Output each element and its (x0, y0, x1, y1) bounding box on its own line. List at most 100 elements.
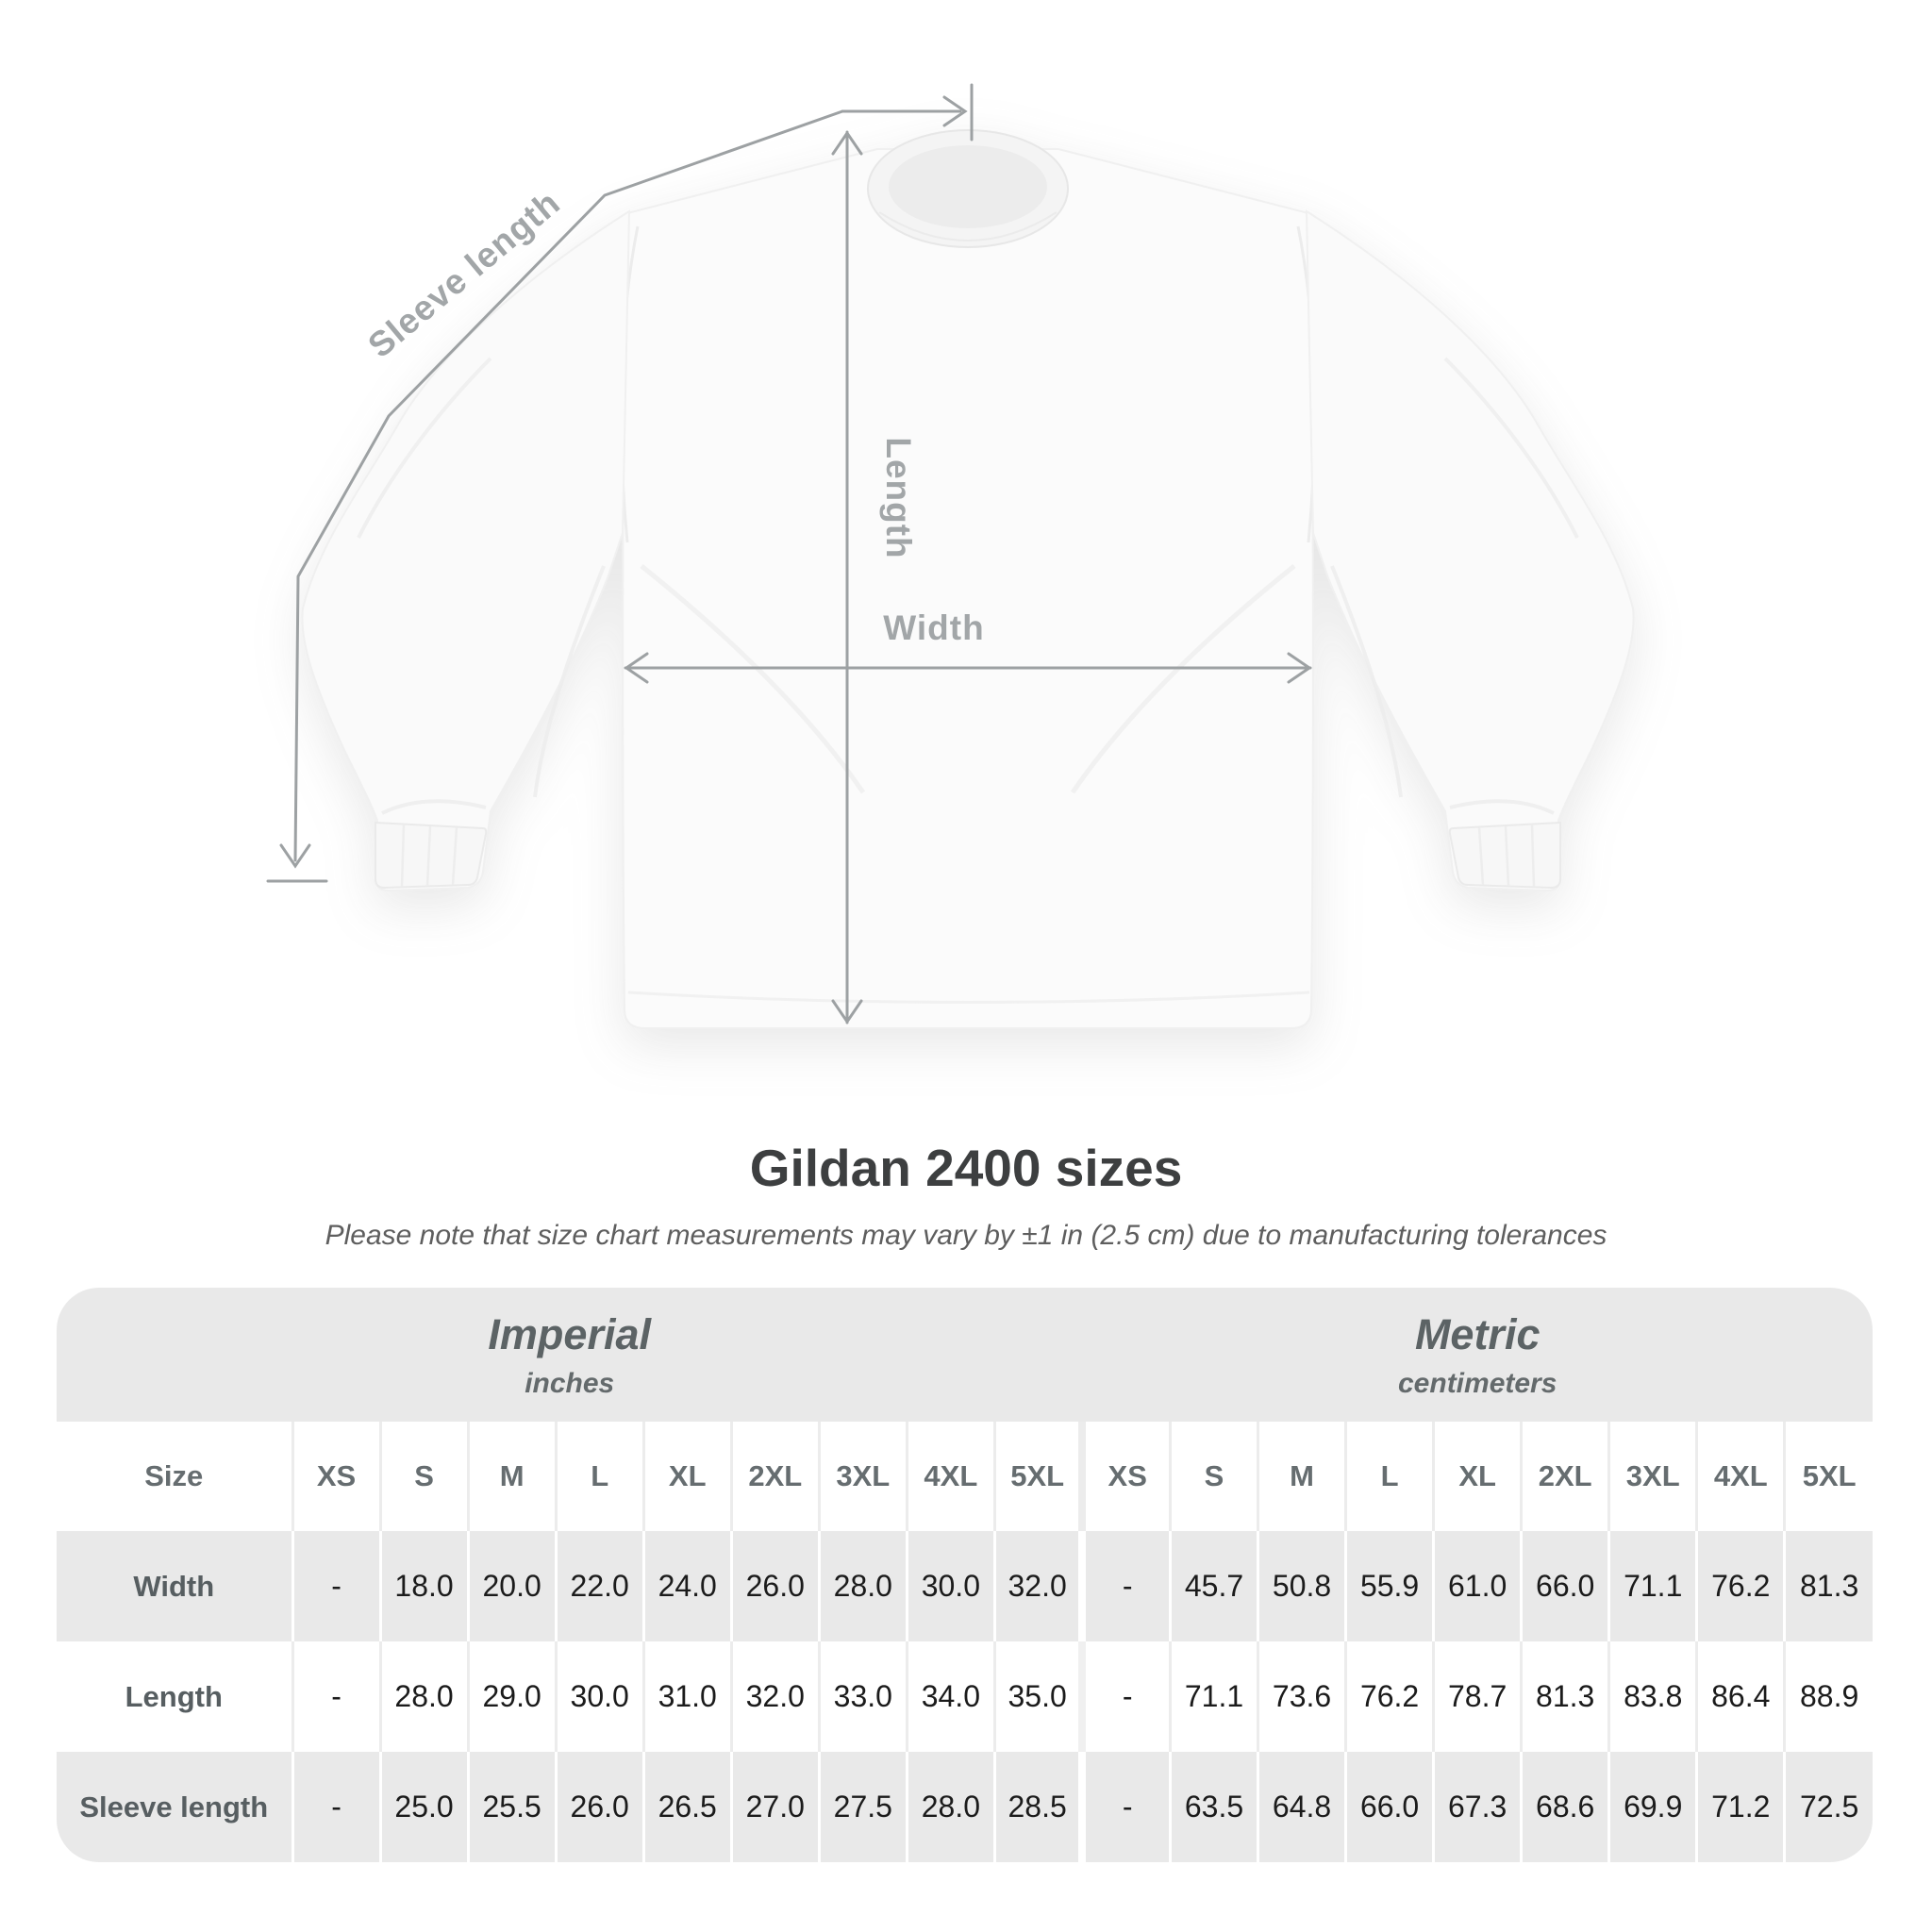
measurement-value: 28.0 (378, 1641, 469, 1752)
length-measure (831, 130, 863, 1024)
size-col-header: 3XL (817, 1422, 908, 1531)
measurement-value: 88.9 (1783, 1641, 1873, 1752)
measurement-value: 71.1 (1607, 1531, 1697, 1641)
size-col-header: 5XL (1783, 1422, 1873, 1531)
measurement-value: 25.0 (378, 1752, 469, 1862)
shirt-right-sleeve (1305, 209, 1635, 892)
measurement-value: 86.4 (1695, 1641, 1785, 1752)
collar (867, 129, 1069, 248)
length-label: Length (879, 437, 918, 558)
size-table-body: Width -18.0 20.0 22.0 24.0 26.0 28.0 30.0 32.0-4… (57, 1531, 1873, 1862)
measurement-value: - (291, 1752, 381, 1862)
size-col-header: XL (1432, 1422, 1522, 1531)
size-col-header: S (378, 1422, 469, 1531)
unit-header-row: Imperial inches Metric centimeters (57, 1288, 1873, 1422)
measurement-value: 55.9 (1344, 1531, 1434, 1641)
measurement-value: 72.5 (1783, 1752, 1873, 1862)
size-col-header: 3XL (1607, 1422, 1697, 1531)
size-col-header: 2XL (1520, 1422, 1609, 1531)
sleeve-fold-lines (357, 357, 1579, 815)
measurement-value: 68.6 (1520, 1752, 1609, 1862)
row-label: Length (57, 1641, 292, 1752)
measurement-value: 63.5 (1168, 1752, 1258, 1862)
measurement-row: Length -28.0 29.0 30.0 31.0 32.0 33.0 34.0 35.0-… (57, 1641, 1873, 1752)
size-col-header: M (1257, 1422, 1346, 1531)
measurement-value: 35.0 (992, 1641, 1083, 1752)
measurement-value: 32.0 (729, 1641, 820, 1752)
measurement-value: 33.0 (817, 1641, 908, 1752)
measurement-row: Width -18.0 20.0 22.0 24.0 26.0 28.0 30.0 32.0-4… (57, 1531, 1873, 1641)
size-col-header: M (466, 1422, 557, 1531)
shirt-body (622, 148, 1314, 1029)
metric-units: centimeters (1398, 1367, 1557, 1399)
measurement-value: 26.5 (641, 1752, 732, 1862)
measurement-value: - (1078, 1531, 1171, 1641)
measurement-value: 69.9 (1607, 1752, 1697, 1862)
shirt-left-sleeve (301, 209, 631, 892)
measurement-value: 45.7 (1168, 1531, 1258, 1641)
size-col-header: 2XL (729, 1422, 820, 1531)
measurement-value: 83.8 (1607, 1641, 1697, 1752)
measurement-value: 67.3 (1432, 1752, 1522, 1862)
size-col-header: S (1168, 1422, 1258, 1531)
measurement-value: 34.0 (905, 1641, 995, 1752)
measurement-row: Sleeve length -25.0 25.5 26.0 26.5 27.0 27.5 28… (57, 1752, 1873, 1862)
tolerance-note: Please note that size chart measurements… (325, 1220, 1607, 1251)
size-col-header: XL (641, 1422, 732, 1531)
measurement-value: 81.3 (1783, 1531, 1873, 1641)
measurement-value: 71.1 (1168, 1641, 1258, 1752)
size-col-header: XS (1078, 1422, 1171, 1531)
measurement-value: 28.5 (992, 1752, 1083, 1862)
measurement-value: 27.0 (729, 1752, 820, 1862)
right-cuff (1448, 821, 1561, 890)
width-measure (624, 652, 1312, 684)
shirt-diagram: Sleeve length Length Width (266, 83, 1635, 1029)
measurement-value: 81.3 (1520, 1641, 1609, 1752)
measurement-value: 30.0 (554, 1641, 644, 1752)
measurement-value: 61.0 (1432, 1531, 1522, 1641)
measurement-value: 64.8 (1257, 1752, 1346, 1862)
measurement-value: 31.0 (641, 1641, 732, 1752)
measurement-value: 26.0 (554, 1752, 644, 1862)
measurement-value: 32.0 (992, 1531, 1083, 1641)
measurement-value: - (291, 1531, 381, 1641)
left-cuff (375, 821, 488, 890)
measurement-value: 76.2 (1344, 1641, 1434, 1752)
measurement-value: 28.0 (817, 1531, 908, 1641)
measurement-value: 20.0 (466, 1531, 557, 1641)
measurement-value: 73.6 (1257, 1641, 1346, 1752)
size-table-grid: Imperial inches Metric centimeters Size … (57, 1288, 1873, 1862)
measurement-value: 78.7 (1432, 1641, 1522, 1752)
size-table: Imperial inches Metric centimeters Size … (57, 1288, 1873, 1862)
row-label: Width (57, 1531, 292, 1641)
measurement-value: 25.5 (466, 1752, 557, 1862)
measurement-value: 50.8 (1257, 1531, 1346, 1641)
measurement-value: - (1078, 1752, 1171, 1862)
width-label: Width (883, 608, 984, 647)
imperial-units: inches (525, 1367, 615, 1399)
size-col-header: 4XL (1695, 1422, 1785, 1531)
measurement-value: - (1078, 1641, 1171, 1752)
imperial-header: Imperial inches (57, 1288, 1083, 1422)
metric-label: Metric (1414, 1309, 1541, 1358)
measurement-value: 30.0 (905, 1531, 995, 1641)
size-col-header: 5XL (992, 1422, 1083, 1531)
page-title: Gildan 2400 sizes (749, 1139, 1183, 1197)
measurement-value: 29.0 (466, 1641, 557, 1752)
measurement-value: 71.2 (1695, 1752, 1785, 1862)
sleeve-length-measure (266, 83, 974, 883)
measurement-value: 22.0 (554, 1531, 644, 1641)
measurement-value: 18.0 (378, 1531, 469, 1641)
measurement-value: 26.0 (729, 1531, 820, 1641)
size-col-header: L (1344, 1422, 1434, 1531)
measurement-value: 28.0 (905, 1752, 995, 1862)
shirt-illustration (301, 129, 1635, 1029)
measurement-value: 66.0 (1520, 1531, 1609, 1641)
size-column-title: Size (57, 1422, 292, 1531)
measurement-value: 66.0 (1344, 1752, 1434, 1862)
measurement-value: 76.2 (1695, 1531, 1785, 1641)
body-fold-lines (627, 564, 1310, 1004)
size-col-header: XS (291, 1422, 381, 1531)
measurement-value: - (291, 1641, 381, 1752)
